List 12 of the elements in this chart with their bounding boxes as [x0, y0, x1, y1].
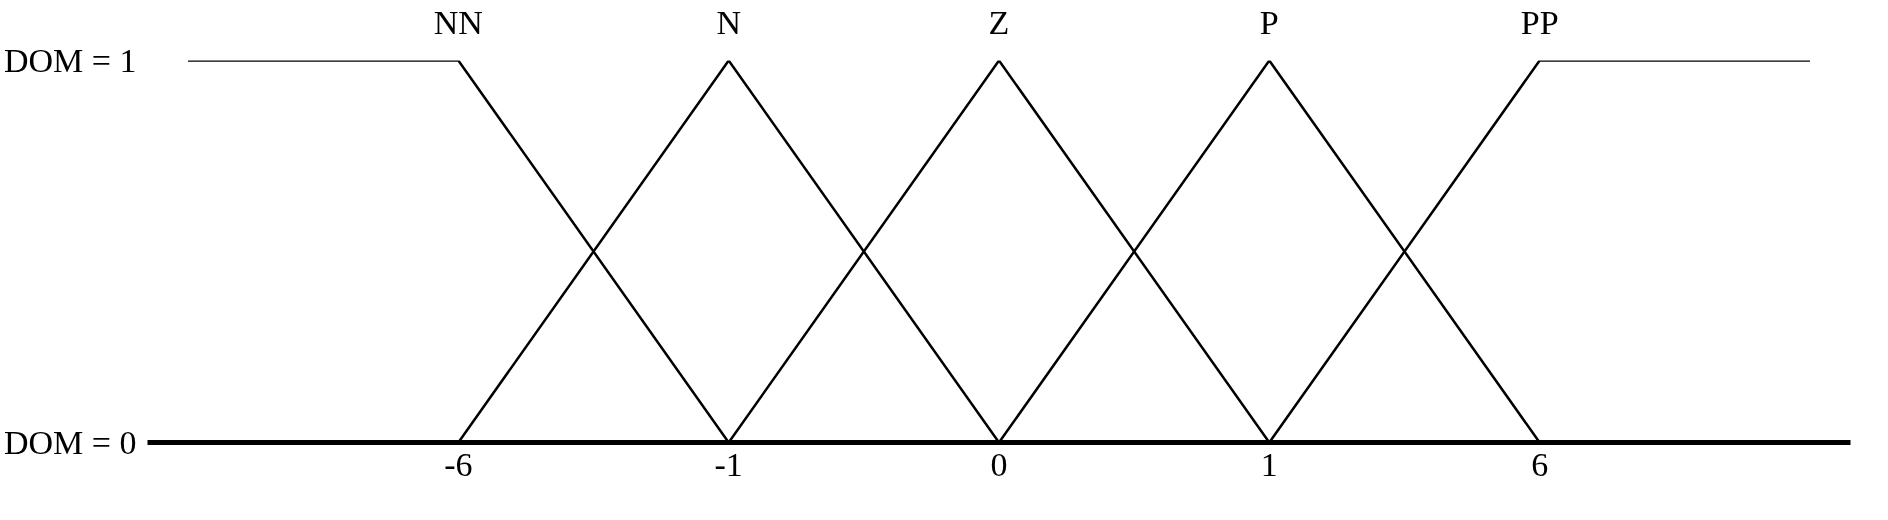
- x-tick-label: -1: [714, 445, 743, 483]
- y-tick-label: DOM = 0: [3, 424, 137, 461]
- series-label: N: [716, 3, 741, 41]
- x-tick-label: 1: [1260, 445, 1278, 483]
- x-tick-label: 6: [1531, 445, 1549, 483]
- series-label: PP: [1520, 3, 1559, 41]
- series-label: P: [1259, 3, 1279, 41]
- x-tick-label: 0: [990, 445, 1008, 483]
- x-tick-label: -6: [444, 445, 473, 483]
- y-tick-label: DOM = 1: [3, 42, 137, 79]
- series-label: NN: [433, 3, 483, 41]
- series-label: Z: [988, 3, 1010, 41]
